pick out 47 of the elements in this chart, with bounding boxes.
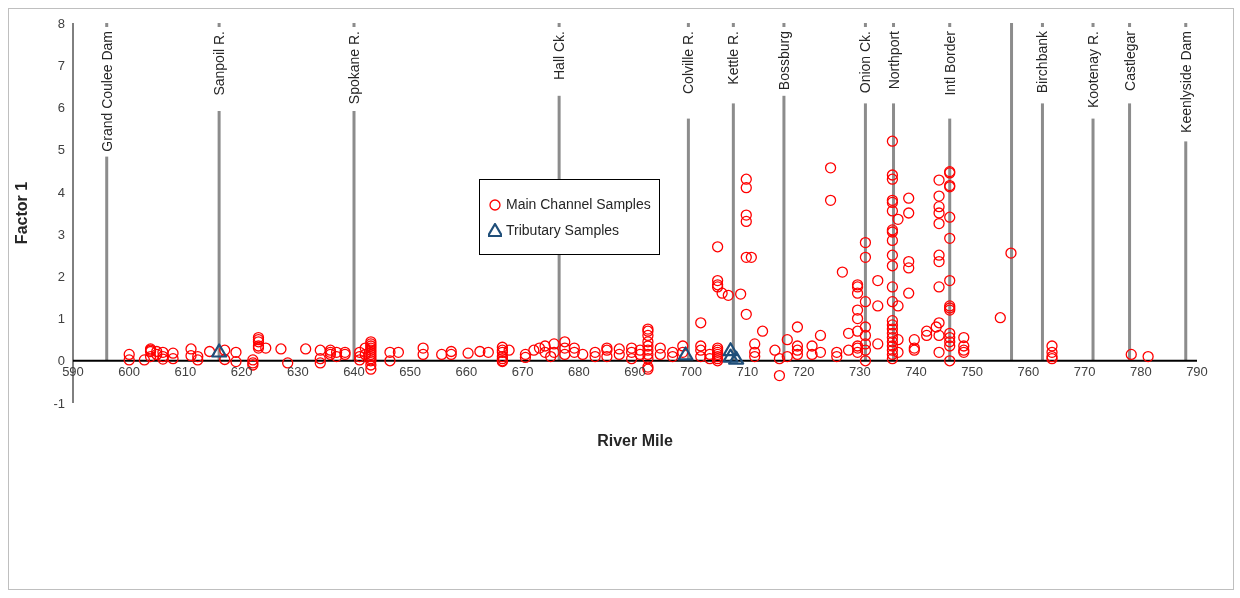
x-tick-label: 770 xyxy=(1073,363,1096,379)
y-tick-label: 2 xyxy=(57,268,65,284)
ref-line-label: Castlegar xyxy=(1121,30,1138,91)
x-tick-label: 650 xyxy=(399,363,422,379)
y-tick-label: 4 xyxy=(57,184,65,200)
x-tick-label: 720 xyxy=(792,363,815,379)
ref-line-label: Spokane R. xyxy=(346,31,362,105)
x-tick-label: 690 xyxy=(624,363,646,379)
ref-line-label: Northport xyxy=(885,30,902,90)
legend-label: Main Channel Samples xyxy=(506,196,651,212)
x-tick-label: 740 xyxy=(905,363,927,379)
y-axis-title: Factor 1 xyxy=(12,181,30,245)
x-tick-label: 790 xyxy=(1186,363,1208,379)
ref-line-label: Intl Border xyxy=(941,30,958,96)
y-tick-label: 8 xyxy=(57,15,65,31)
y-tick-label: 1 xyxy=(57,311,65,327)
legend-label: Tributary Samples xyxy=(506,222,620,238)
y-tick-label: 6 xyxy=(57,100,65,116)
x-tick-label: 640 xyxy=(343,363,365,379)
ref-line-label: Onion Ck. xyxy=(857,31,874,94)
y-tick-label: 5 xyxy=(57,142,65,158)
ref-line-label: Kettle R. xyxy=(725,31,742,85)
y-tick-label: -1 xyxy=(53,395,65,411)
ref-line-label: Hall Ck. xyxy=(551,31,568,81)
ref-line-label: Kootenay R. xyxy=(1085,31,1102,109)
x-tick-label: 660 xyxy=(455,363,478,379)
x-tick-label: 750 xyxy=(961,363,984,379)
x-tick-label: 760 xyxy=(1017,363,1040,379)
x-tick-label: 600 xyxy=(118,363,141,379)
x-tick-label: 780 xyxy=(1129,363,1152,379)
x-tick-label: 670 xyxy=(511,363,534,379)
x-tick-label: 710 xyxy=(736,363,759,379)
ref-line-label: Sanpoil R. xyxy=(211,31,228,96)
ref-line-label: Birchbank xyxy=(1034,30,1051,94)
ref-line-label: Bossburg xyxy=(775,31,792,91)
x-tick-label: 700 xyxy=(680,363,703,379)
x-tick-label: 610 xyxy=(174,363,197,379)
ref-line-label: Grand Coulee Dam xyxy=(98,31,115,152)
x-tick-label: 730 xyxy=(848,363,871,379)
y-tick-label: 7 xyxy=(57,57,65,73)
ref-line-label: Keenlyside Dam xyxy=(1177,31,1194,133)
x-axis-title: River Mile xyxy=(597,432,673,450)
x-tick-label: 630 xyxy=(286,363,309,379)
x-tick-label: 620 xyxy=(230,363,253,379)
x-tick-label: 680 xyxy=(567,363,590,379)
ref-line-label: Colville R. xyxy=(680,31,697,95)
y-tick-label: 3 xyxy=(57,226,65,242)
